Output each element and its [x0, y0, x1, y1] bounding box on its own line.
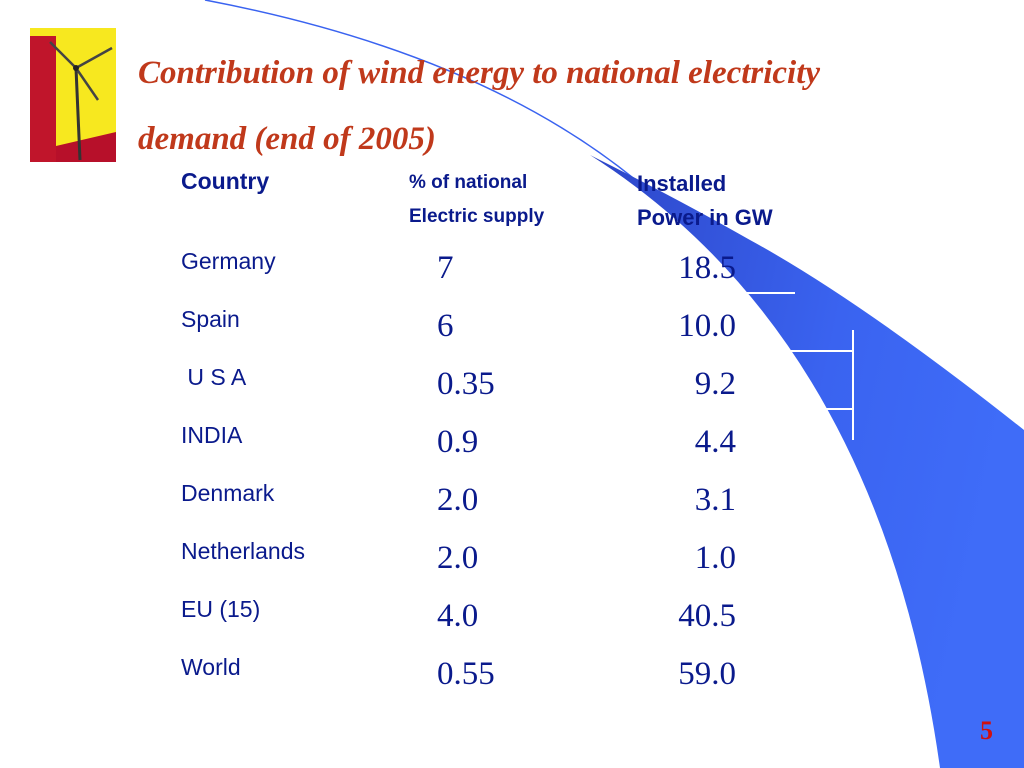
percent-cell: 6: [437, 308, 454, 344]
table-row: Spain 6 10.0: [0, 306, 1024, 372]
table-row: Netherlands 2.0 1.0: [0, 538, 1024, 604]
power-cell: 9.2: [694, 366, 736, 402]
power-cell: 1.0: [694, 540, 736, 576]
iwtma-logo: [30, 28, 116, 162]
header-percent-line-1: % of national: [409, 172, 528, 193]
country-cell: EU (15): [181, 596, 261, 622]
slide-title-line-2: demand (end of 2005): [138, 121, 436, 157]
country-cell: World: [181, 654, 241, 680]
slide-title: Contribution of wind energy to national …: [138, 40, 998, 172]
country-cell: U S A: [181, 364, 247, 390]
wind-turbine-icon: [30, 28, 116, 162]
table-row: INDIA 0.9 4.4: [0, 422, 1024, 488]
table-row: EU (15) 4.0 40.5: [0, 596, 1024, 662]
header-percent-line-2: Electric supply: [409, 206, 545, 227]
page-number: 5: [980, 716, 993, 745]
percent-cell: 2.0: [437, 482, 479, 518]
header-installed-power: Installed Power in GW: [637, 167, 773, 235]
country-cell: Denmark: [181, 480, 275, 506]
power-cell: 59.0: [678, 656, 736, 692]
table-row: Germany 7 18.5: [0, 248, 1024, 314]
country-cell: INDIA: [181, 422, 243, 448]
power-cell: 4.4: [694, 424, 736, 460]
percent-cell: 0.35: [437, 366, 495, 402]
power-cell: 10.0: [678, 308, 736, 344]
percent-cell: 2.0: [437, 540, 479, 576]
slide-title-line-1: Contribution of wind energy to national …: [138, 55, 821, 91]
header-percent-national: % of national Electric supply: [409, 166, 544, 234]
percent-cell: 0.9: [437, 424, 479, 460]
header-country: Country: [181, 168, 270, 194]
header-power-line-1: Installed: [637, 171, 727, 196]
table-row: Denmark 2.0 3.1: [0, 480, 1024, 546]
country-cell: Germany: [181, 248, 276, 274]
swoosh-grid: [738, 292, 854, 440]
percent-cell: 7: [437, 250, 454, 286]
power-cell: 3.1: [694, 482, 736, 518]
country-cell: Spain: [181, 306, 240, 332]
power-cell: 18.5: [678, 250, 736, 286]
percent-cell: 0.55: [437, 656, 495, 692]
table-row: World 0.55 59.0: [0, 654, 1024, 720]
percent-cell: 4.0: [437, 598, 479, 634]
swoosh-fill: [590, 155, 1024, 768]
power-cell: 40.5: [678, 598, 736, 634]
header-power-line-2: Power in GW: [637, 205, 773, 230]
table-row: U S A 0.35 9.2: [0, 364, 1024, 430]
country-cell: Netherlands: [181, 538, 306, 564]
